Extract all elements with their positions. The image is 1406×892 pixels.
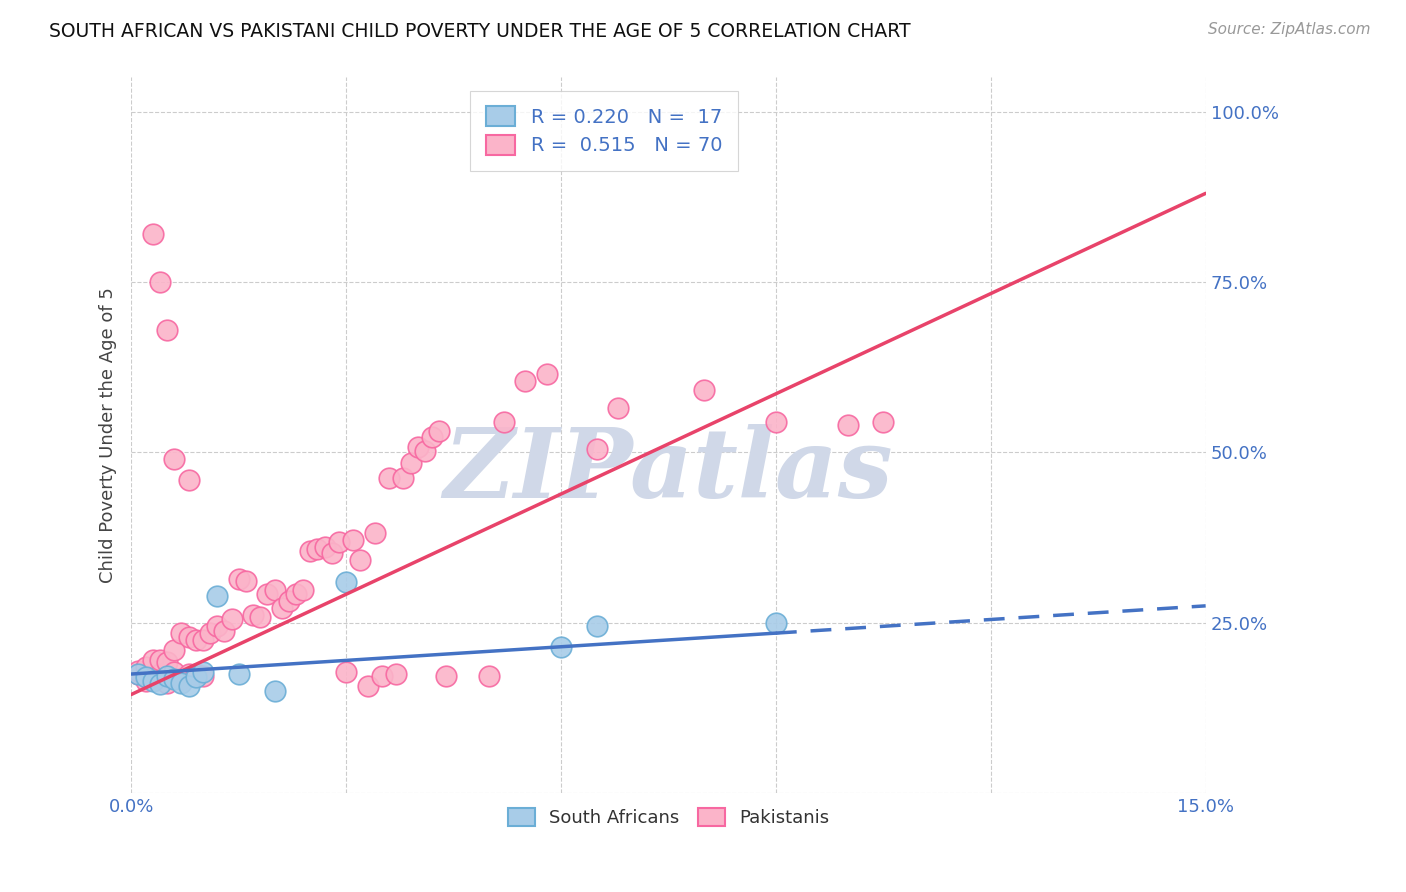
Point (693, 383, 716, 397)
Point (420, 430, 443, 444)
Legend: South Africans, Pakistanis: South Africans, Pakistanis (501, 801, 837, 834)
Point (335, 574, 357, 589)
Point (515, 374, 537, 388)
Point (335, 665, 357, 679)
Point (184, 670, 207, 684)
Point (385, 667, 408, 681)
Point (872, 415, 894, 429)
Point (191, 632, 214, 647)
Point (156, 323, 179, 337)
Point (349, 553, 371, 567)
Point (406, 440, 429, 454)
Y-axis label: Child Poverty Under the Age of 5: Child Poverty Under the Age of 5 (100, 287, 117, 583)
Point (228, 572, 250, 586)
Point (436, 669, 458, 683)
Point (156, 676, 179, 690)
Point (191, 669, 214, 683)
Point (263, 684, 285, 698)
Point (198, 626, 221, 640)
Point (149, 667, 172, 681)
Point (170, 626, 193, 640)
Point (299, 544, 322, 558)
Point (249, 610, 271, 624)
Point (399, 456, 422, 470)
Point (184, 667, 207, 681)
Point (214, 624, 236, 638)
Point (184, 632, 207, 647)
Point (127, 667, 149, 681)
Text: Source: ZipAtlas.com: Source: ZipAtlas.com (1208, 22, 1371, 37)
Point (765, 615, 787, 630)
Point (478, 669, 501, 683)
Point (321, 546, 343, 560)
Point (585, 442, 607, 456)
Point (342, 533, 364, 547)
Text: SOUTH AFRICAN VS PAKISTANI CHILD POVERTY UNDER THE AGE OF 5 CORRELATION CHART: SOUTH AFRICAN VS PAKISTANI CHILD POVERTY… (49, 22, 911, 41)
Point (550, 640, 572, 654)
Point (228, 667, 250, 681)
Point (328, 535, 350, 549)
Point (135, 673, 157, 688)
Point (492, 415, 515, 429)
Point (127, 667, 149, 681)
Point (170, 676, 193, 690)
Point (314, 540, 336, 554)
Point (163, 672, 186, 686)
Point (536, 367, 558, 381)
Point (413, 444, 436, 458)
Point (163, 643, 186, 657)
Point (242, 607, 264, 622)
Point (307, 542, 329, 557)
Point (135, 669, 157, 683)
Point (221, 612, 243, 626)
Point (392, 471, 415, 485)
Point (142, 670, 165, 684)
Point (277, 594, 299, 608)
Point (263, 583, 285, 598)
Point (205, 619, 228, 633)
Point (127, 664, 149, 678)
Point (177, 473, 200, 487)
Point (170, 672, 193, 686)
Point (837, 418, 859, 433)
Point (149, 653, 172, 667)
Point (371, 669, 394, 683)
Text: ZIPatlas: ZIPatlas (444, 425, 893, 518)
Point (607, 401, 630, 416)
Point (163, 452, 186, 467)
Point (156, 669, 179, 683)
Point (765, 415, 787, 429)
Point (142, 653, 165, 667)
Point (356, 679, 378, 693)
Point (364, 525, 387, 540)
Point (427, 424, 450, 438)
Point (191, 665, 214, 679)
Point (177, 630, 200, 644)
Point (292, 583, 315, 598)
Point (585, 619, 607, 633)
Point (235, 574, 257, 588)
Point (149, 275, 172, 289)
Point (156, 656, 179, 670)
Point (270, 600, 292, 615)
Point (149, 677, 172, 691)
Point (163, 665, 186, 679)
Point (135, 670, 157, 684)
Point (256, 587, 278, 601)
Point (378, 471, 401, 485)
Point (177, 667, 200, 681)
Point (142, 673, 165, 688)
Point (285, 587, 308, 601)
Point (205, 589, 228, 603)
Point (142, 227, 165, 242)
Point (135, 660, 157, 674)
Point (177, 679, 200, 693)
